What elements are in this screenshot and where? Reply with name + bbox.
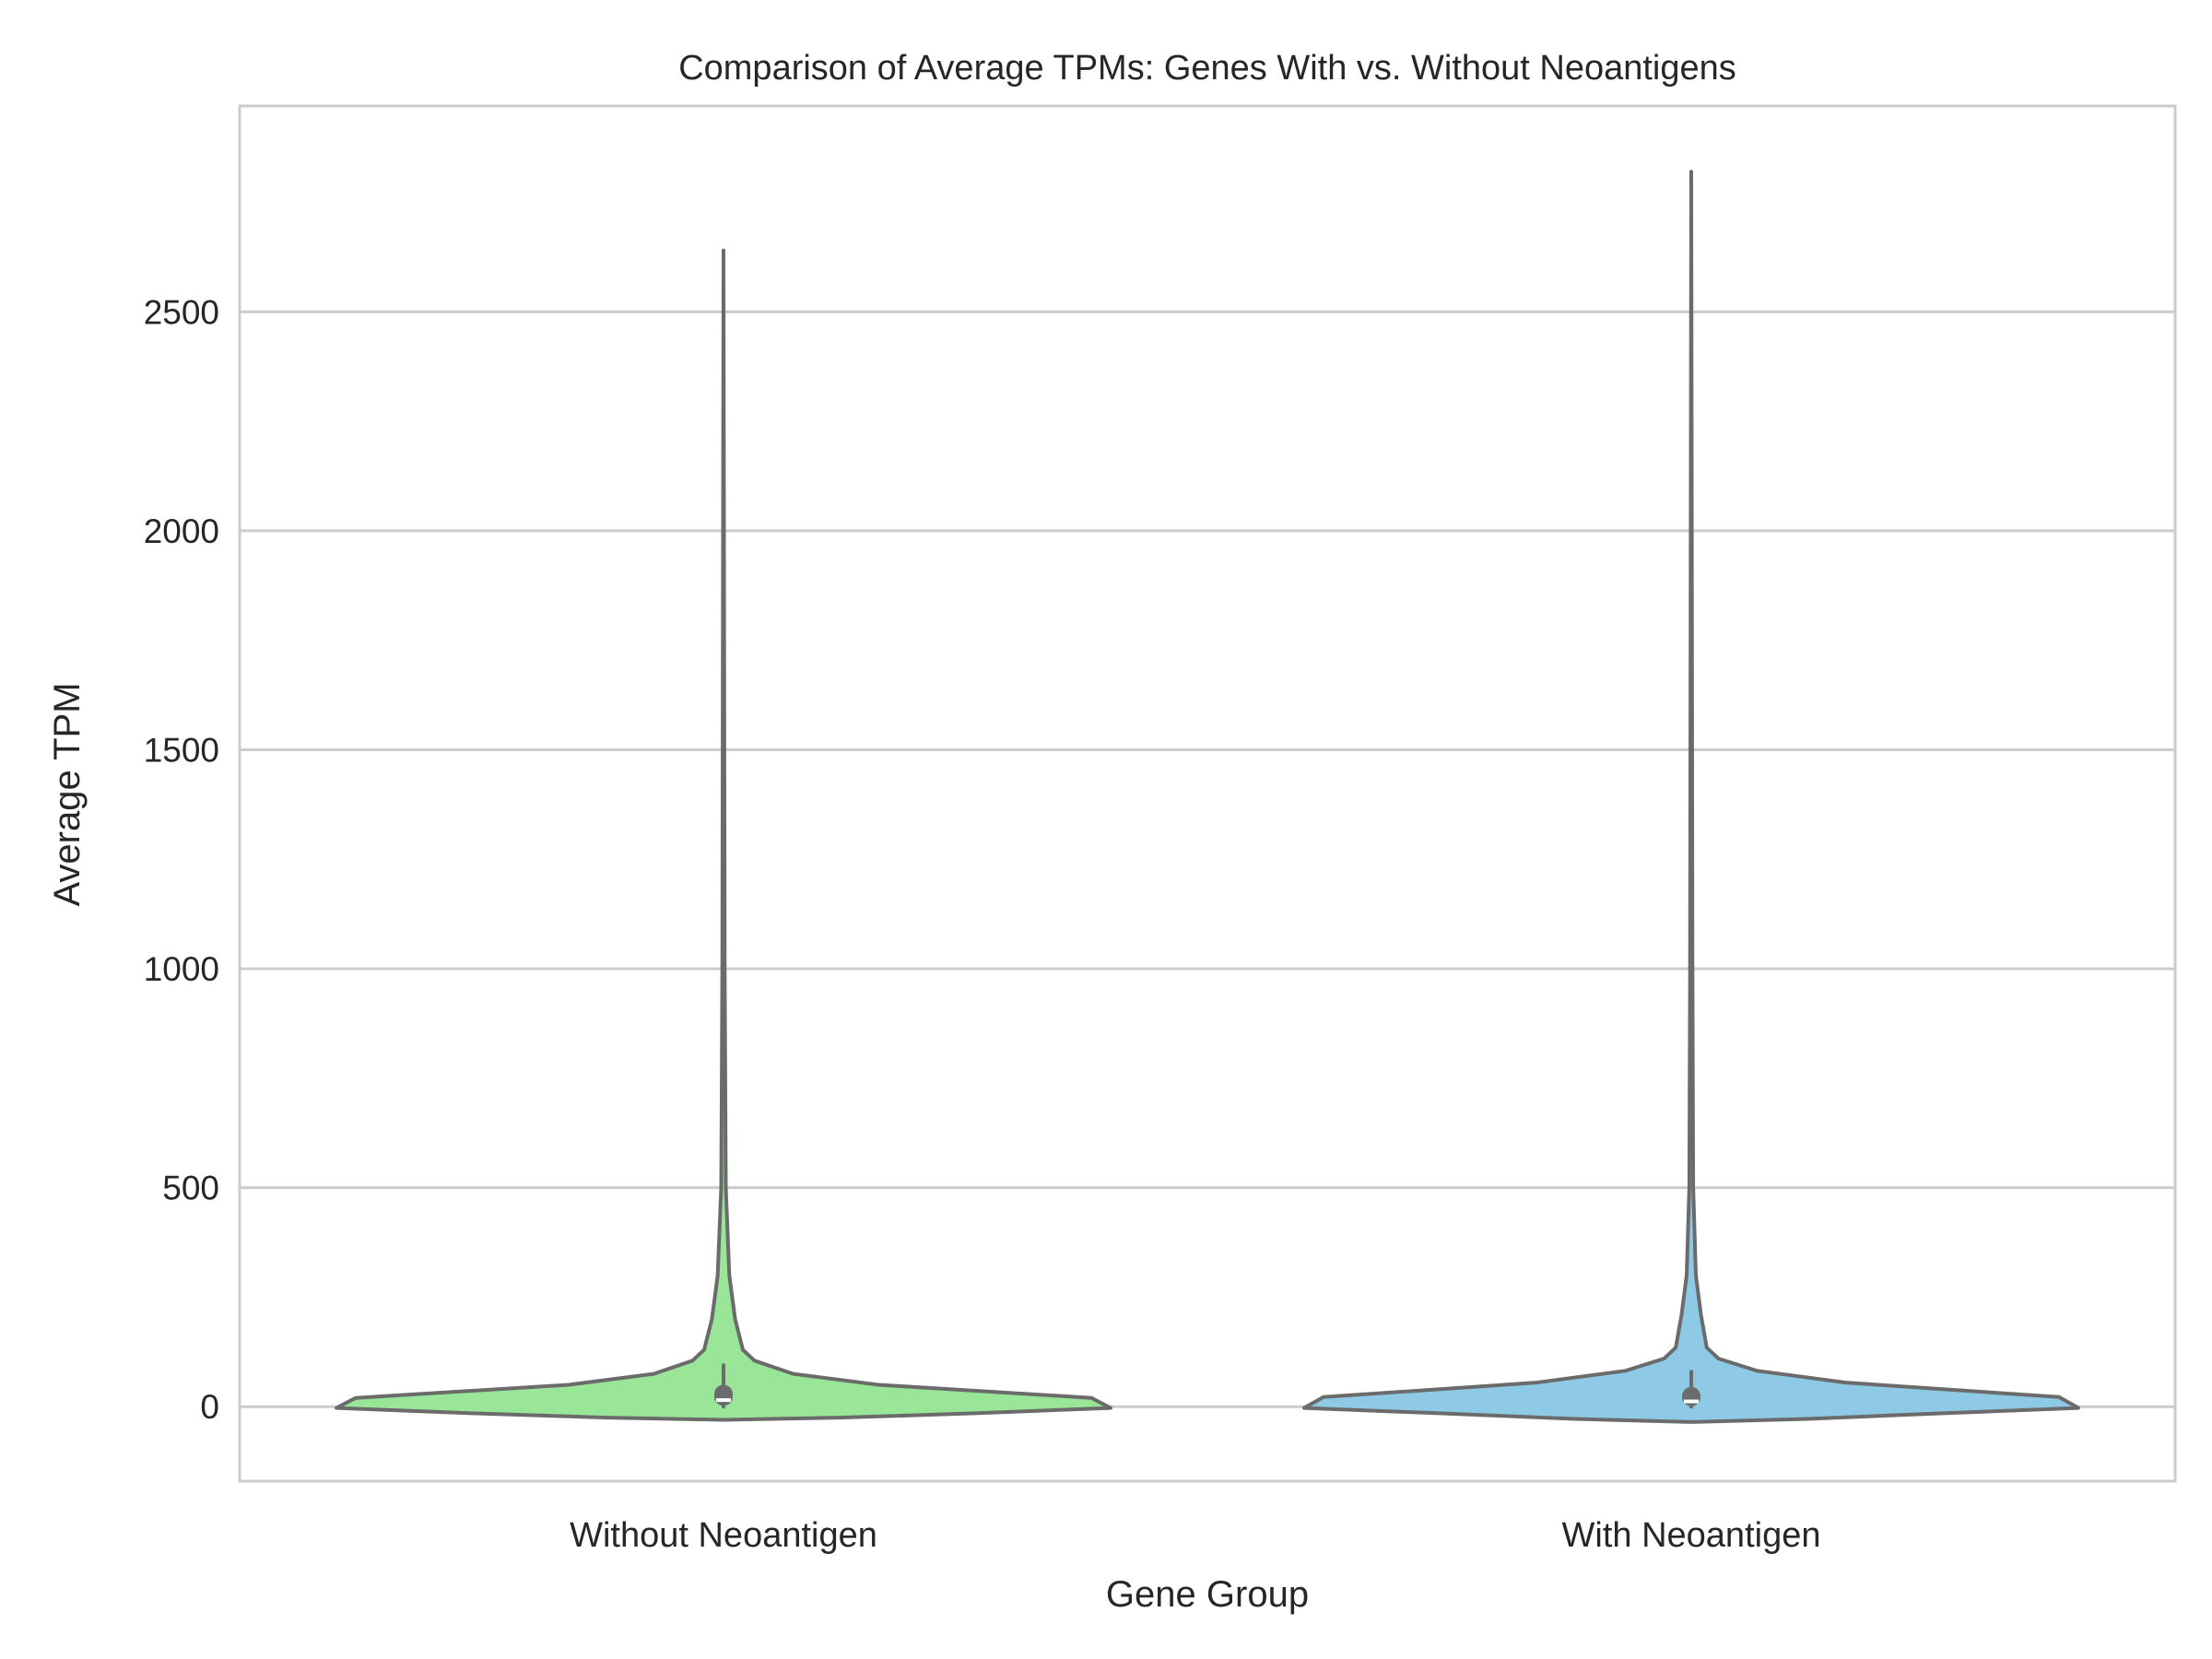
y-tick-label: 2000 (144, 512, 219, 550)
gridlines (240, 310, 2175, 1408)
y-axis-label: Average TPM (47, 682, 88, 906)
y-tick-label: 1500 (144, 731, 219, 769)
y-tick-label: 0 (200, 1388, 219, 1426)
violin-iqr-box (1682, 1386, 1700, 1406)
y-axis-ticks: 0 500 1000 1500 2000 2500 (144, 293, 219, 1426)
x-axis-label: Gene Group (1106, 1574, 1309, 1615)
violins (335, 170, 2080, 1424)
y-tick-label: 1000 (144, 950, 219, 988)
plot-frame (238, 104, 2177, 1483)
x-axis-ticks: Without Neoantigen With Neoantigen (570, 1516, 1820, 1555)
chart-title: Comparison of Average TPMs: Genes With v… (678, 49, 1736, 88)
y-tick-label: 2500 (144, 293, 219, 331)
plot-area (238, 104, 2177, 1483)
x-tick-label: With Neoantigen (1562, 1516, 1821, 1555)
violin-body (335, 248, 1112, 1422)
violin-body (1302, 170, 2080, 1424)
violin-iqr-box (714, 1384, 733, 1406)
y-tick-label: 500 (162, 1170, 219, 1207)
x-tick-label: Without Neoantigen (570, 1516, 877, 1555)
